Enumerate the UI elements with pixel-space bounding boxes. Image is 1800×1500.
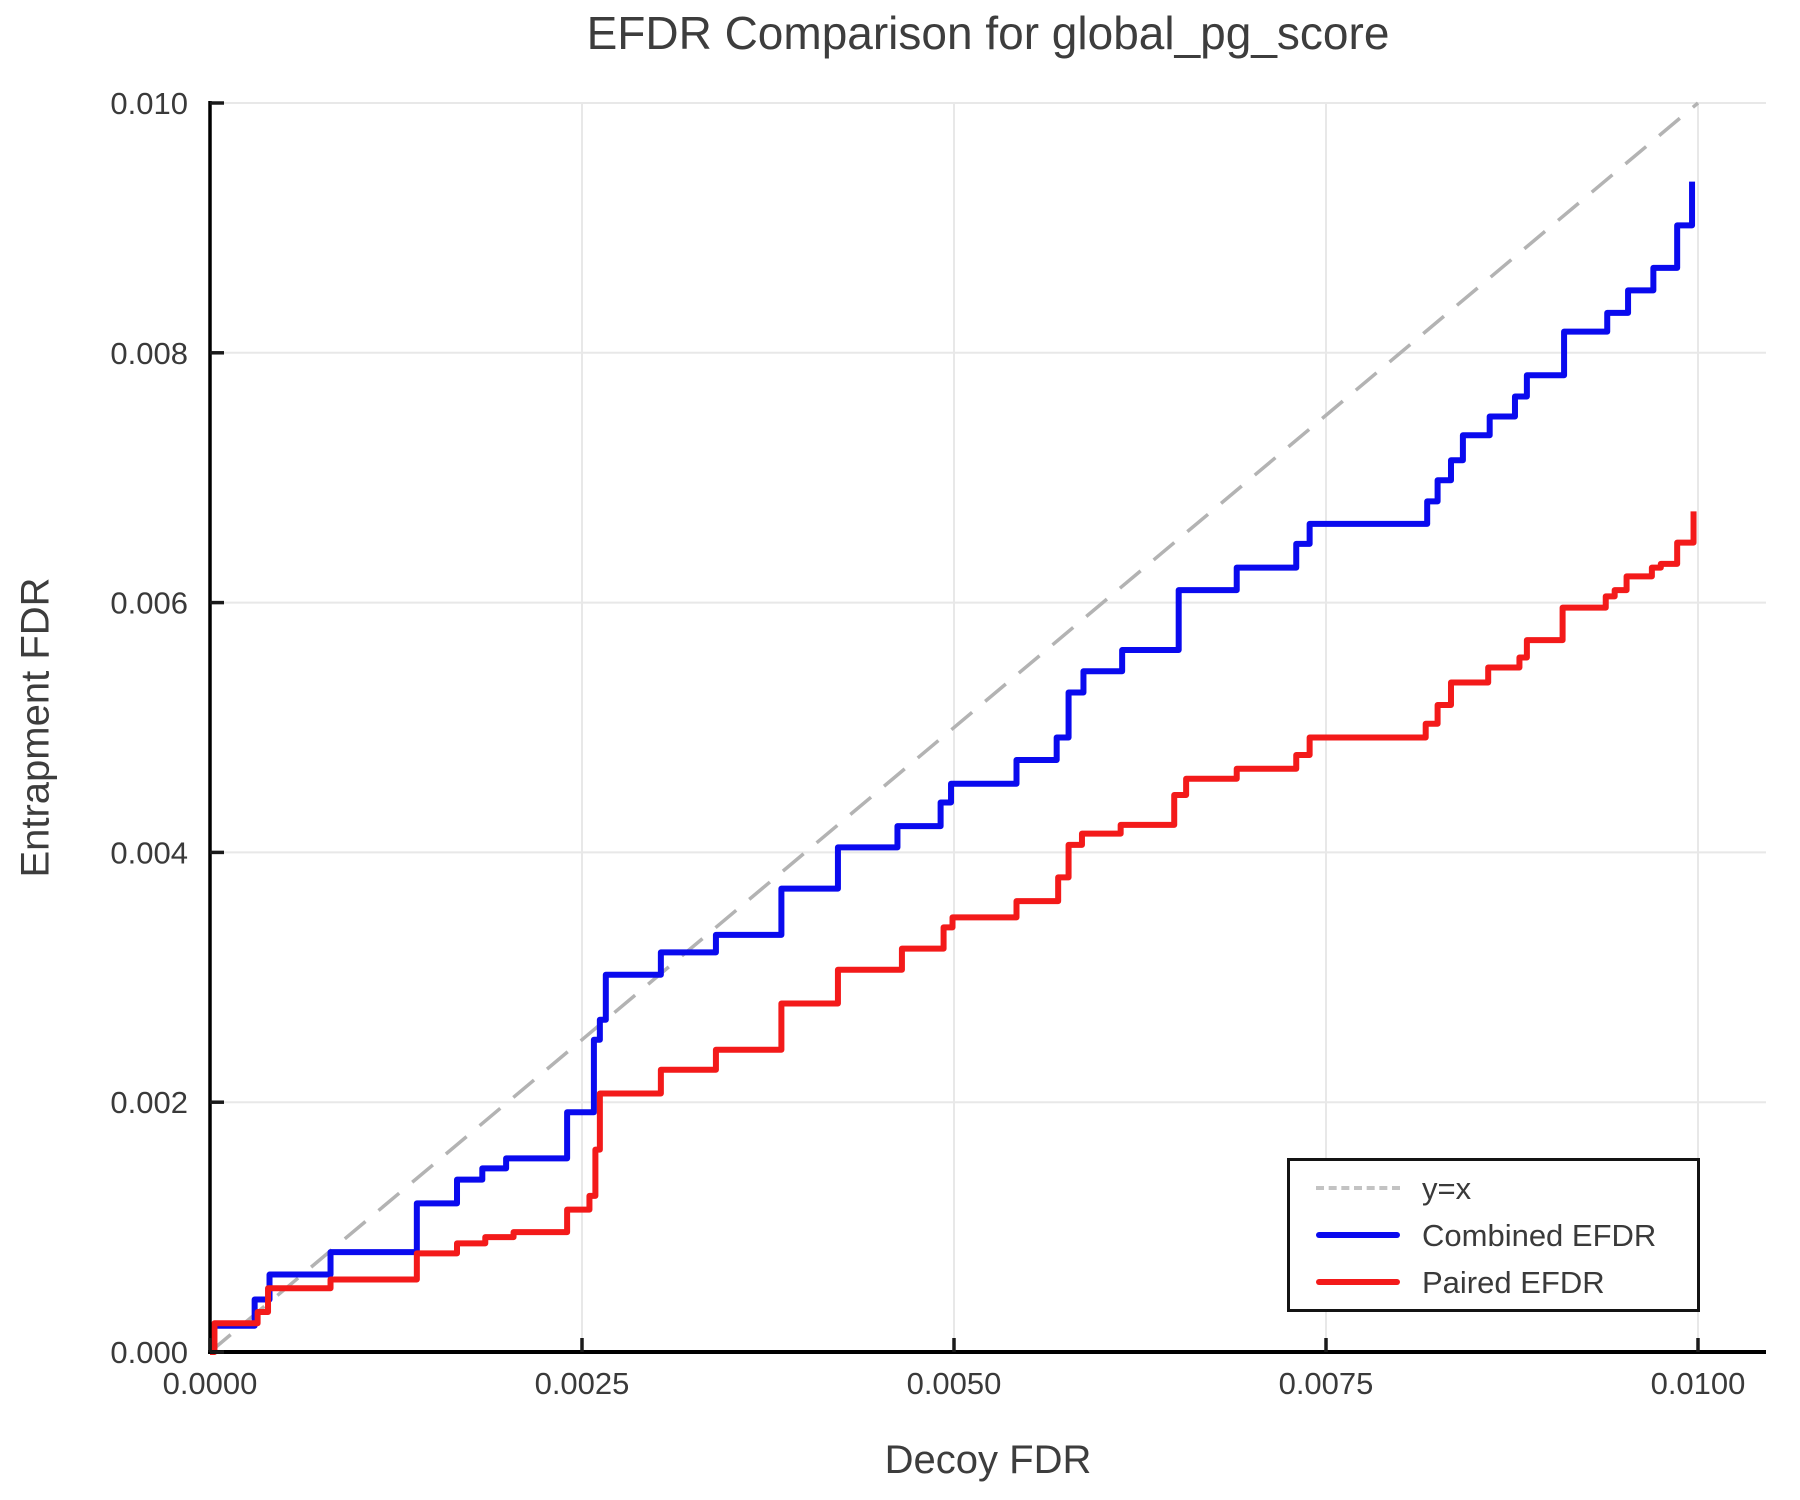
x-tick-label: 0.0100 (1651, 1366, 1746, 1401)
y-tick-label: 0.008 (110, 336, 188, 371)
y-tick-label: 0.006 (110, 586, 188, 621)
legend-label-reference: y=x (1422, 1170, 1472, 1206)
y-tick-label: 0.002 (110, 1085, 188, 1120)
x-tick-label: 0.0075 (1279, 1366, 1374, 1401)
y-axis-label: Entrapment FDR (13, 577, 58, 878)
y-tick-label: 0.010 (110, 86, 188, 121)
x-axis-label: Decoy FDR (884, 1438, 1092, 1482)
legend-label-paired-efdr: Paired EFDR (1422, 1264, 1605, 1300)
y-axis-label-box: Entrapment FDR (6, 103, 66, 1352)
paired-efdr-line-swatch (1316, 1279, 1400, 1285)
legend-row-reference: y=x (1316, 1169, 1697, 1207)
legend: y=x Combined EFDR Paired EFDR (1287, 1158, 1700, 1312)
dashed-line-swatch (1316, 1186, 1400, 1190)
chart-title: EFDR Comparison for global_pg_score (586, 7, 1390, 59)
x-tick-label: 0.0050 (907, 1366, 1002, 1401)
series-line-paired-efdr (210, 511, 1697, 1355)
reference-line (208, 101, 1700, 1354)
legend-row-combined-efdr: Combined EFDR (1316, 1216, 1697, 1254)
combined-efdr-line-swatch (1316, 1232, 1400, 1238)
series-line-combined-efdr (209, 181, 1696, 1355)
legend-row-paired-efdr: Paired EFDR (1316, 1263, 1697, 1301)
y-tick-label: 0.000 (110, 1335, 188, 1370)
x-tick-label: 0.0000 (163, 1366, 258, 1401)
legend-label-combined-efdr: Combined EFDR (1422, 1217, 1657, 1253)
y-tick-label: 0.004 (110, 835, 188, 870)
x-tick-label: 0.0025 (535, 1366, 630, 1401)
